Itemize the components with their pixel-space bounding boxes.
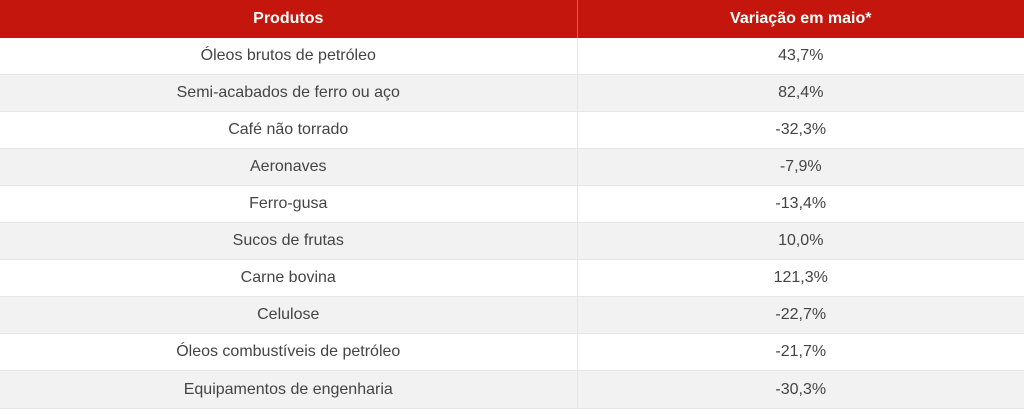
cell-product: Sucos de frutas: [0, 222, 577, 260]
table-row: Café não torrado -32,3%: [0, 111, 1024, 149]
table-row: Carne bovina 121,3%: [0, 259, 1024, 297]
cell-product: Aeronaves: [0, 148, 577, 186]
cell-variation: 121,3%: [576, 259, 1024, 297]
table-body: Óleos brutos de petróleo 43,7% Semi-acab…: [0, 38, 1024, 409]
cell-product: Celulose: [0, 296, 577, 334]
cell-variation: 10,0%: [576, 222, 1024, 260]
table-header: Produtos Variação em maio*: [0, 0, 1024, 38]
table-row: Aeronaves -7,9%: [0, 148, 1024, 186]
table-row: Equipamentos de engenharia -30,3%: [0, 370, 1024, 409]
cell-variation: -32,3%: [576, 111, 1024, 149]
cell-variation: -13,4%: [576, 185, 1024, 223]
cell-product: Café não torrado: [0, 111, 577, 149]
table-row: Óleos brutos de petróleo 43,7%: [0, 38, 1024, 75]
cell-product: Ferro-gusa: [0, 185, 577, 223]
cell-variation: -30,3%: [576, 370, 1024, 409]
table-row: Semi-acabados de ferro ou aço 82,4%: [0, 74, 1024, 112]
cell-variation: 43,7%: [576, 38, 1024, 75]
cell-variation: -7,9%: [576, 148, 1024, 186]
cell-product: Carne bovina: [0, 259, 577, 297]
cell-product: Equipamentos de engenharia: [0, 370, 577, 409]
cell-variation: -22,7%: [576, 296, 1024, 334]
header-row: Produtos Variação em maio*: [0, 0, 1024, 38]
table-row: Ferro-gusa -13,4%: [0, 185, 1024, 223]
cell-variation: -21,7%: [576, 333, 1024, 371]
table-row: Celulose -22,7%: [0, 296, 1024, 334]
table-row: Óleos combustíveis de petróleo -21,7%: [0, 333, 1024, 371]
cell-product: Óleos brutos de petróleo: [0, 38, 577, 75]
cell-product: Óleos combustíveis de petróleo: [0, 333, 577, 371]
cell-product: Semi-acabados de ferro ou aço: [0, 74, 577, 112]
cell-variation: 82,4%: [576, 74, 1024, 112]
header-products: Produtos: [0, 0, 577, 38]
table-row: Sucos de frutas 10,0%: [0, 222, 1024, 260]
header-variation: Variação em maio*: [576, 0, 1024, 38]
